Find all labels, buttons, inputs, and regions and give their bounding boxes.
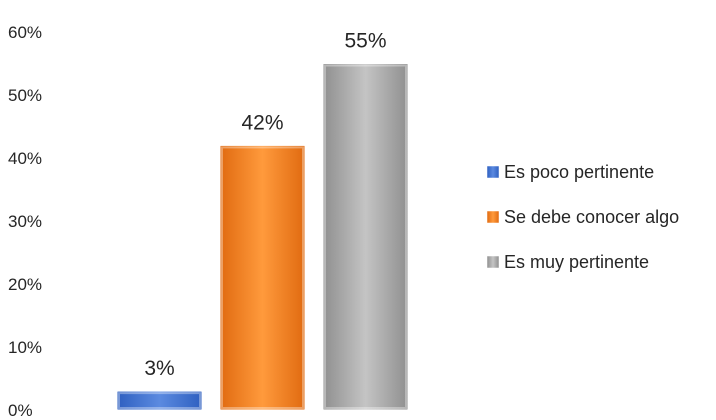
bar-se-debe-conocer-algo [219,144,306,411]
y-tick-label: 40% [8,149,42,168]
bar-bevel [221,146,304,409]
legend-label: Es muy pertinente [504,252,649,272]
legend-swatch [486,255,500,269]
legend-swatch [486,165,500,179]
y-tick-label: 30% [8,212,42,231]
y-tick-label: 20% [8,275,42,294]
legend: Es poco pertinente Se debe conocer algo Es… [486,162,679,272]
data-label: 55% [344,30,386,53]
y-tick-label: 10% [8,338,42,357]
bar-bevel [118,392,201,410]
bar-es-muy-pertinente [322,63,409,411]
y-tick-label: 50% [8,86,42,105]
data-labels: 3% 42% 55% [144,30,386,381]
legend-swatch [486,210,500,224]
data-label: 3% [144,357,174,380]
y-axis-ticks: 0% 10% 20% 30% 40% 50% 60% [8,23,42,420]
legend-label: Es poco pertinente [504,162,654,182]
bar-bevel [324,64,407,409]
legend-label: Se debe conocer algo [504,207,679,227]
y-tick-label: 0% [8,401,33,420]
bars [116,63,409,411]
data-label: 42% [241,111,283,134]
y-tick-label: 60% [8,23,42,42]
bar-es-poco-pertinente [116,390,203,411]
